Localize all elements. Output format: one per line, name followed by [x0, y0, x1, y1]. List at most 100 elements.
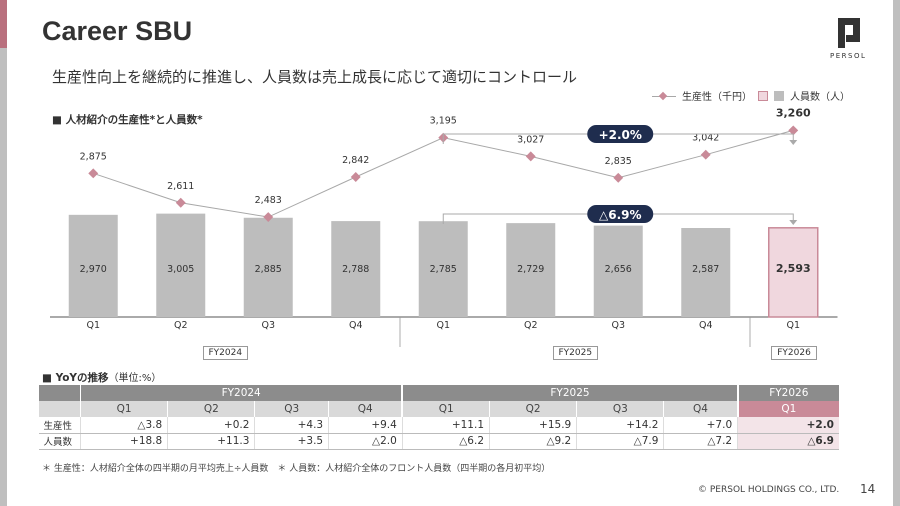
- yoy-cell: +11.3: [167, 433, 255, 450]
- yoy-table: FY2024 FY2025 FY2026 Q1 Q2 Q3 Q4 Q1 Q2 Q3 Q4 Q1 生産…: [38, 385, 839, 450]
- fiscal-year-label: FY2024: [202, 346, 249, 360]
- productivity-marker: [350, 172, 361, 182]
- yoy-cell: +4.3: [254, 417, 329, 434]
- annotation-label: △6.9%: [599, 208, 642, 222]
- yoy-quarter-header: Q1: [401, 401, 490, 417]
- headcount-data-label: 2,587: [692, 264, 719, 275]
- yoy-corner-cell-2: [38, 401, 81, 417]
- yoy-cell: △6.9: [737, 433, 839, 450]
- productivity-marker: [788, 125, 799, 136]
- headcount-data-label: 2,656: [605, 264, 632, 275]
- headcount-bar: [331, 221, 381, 317]
- yoy-unit: （単位:%）: [108, 373, 162, 384]
- yoy-cell: +0.2: [167, 417, 255, 434]
- headcount-bar: [243, 217, 293, 317]
- annotation-arrow-icon: [789, 140, 798, 145]
- productivity-marker: [175, 197, 186, 208]
- productivity-data-label: 2,875: [80, 151, 107, 162]
- yoy-title: ■ YoYの推移: [42, 372, 109, 384]
- productivity-marker: [700, 149, 711, 160]
- annotation-pill: [587, 205, 654, 223]
- yoy-quarter-header: Q2: [167, 401, 255, 417]
- legend-line-marker-icon: [652, 91, 676, 101]
- legend-highlight-swatch: [758, 90, 768, 101]
- yoy-corner-cell: [38, 385, 81, 401]
- productivity-data-label: 3,260: [776, 106, 811, 119]
- yoy-row-label: 生産性: [38, 417, 81, 434]
- yoy-quarter-header-row: Q1 Q2 Q3 Q4 Q1 Q2 Q3 Q4 Q1: [38, 401, 839, 417]
- productivity-data-label: 2,611: [167, 181, 194, 192]
- yoy-quarter-header: Q2: [489, 401, 577, 417]
- headcount-data-label: 2,788: [342, 264, 369, 275]
- legend-productivity-label: 生産性（千円）: [682, 92, 752, 103]
- productivity-data-label: 3,195: [430, 116, 457, 127]
- yoy-fy-header: FY2025: [401, 385, 738, 401]
- yoy-cell: +7.0: [663, 417, 738, 434]
- copyright: © PERSOL HOLDINGS CO., LTD.: [698, 485, 840, 495]
- legend-bar-swatch: [774, 90, 784, 101]
- x-tick-label: Q3: [261, 320, 275, 331]
- productivity-data-label: 2,842: [342, 155, 369, 166]
- yoy-row: 生産性 △3.8 +0.2 +4.3 +9.4 +11.1 +15.9 +14.2 +7.0 +2…: [38, 417, 839, 434]
- headcount-data-label: 2,729: [517, 264, 544, 275]
- productivity-marker: [525, 151, 536, 162]
- yoy-section-label: ■ YoYの推移（単位:%）: [42, 369, 161, 385]
- yoy-cell: +18.8: [79, 433, 168, 450]
- headcount-bar: [418, 221, 468, 317]
- fiscal-year-label: FY2026: [771, 346, 817, 360]
- productivity-data-label: 3,042: [692, 133, 719, 144]
- yoy-quarter-header: Q4: [663, 401, 738, 417]
- yoy-quarter-header: Q3: [576, 401, 664, 417]
- yoy-row: 人員数 +18.8 +11.3 +3.5 △2.0 △6.2 △9.2 △7.9 △7.2 △6.…: [38, 433, 839, 450]
- headcount-bar: [156, 213, 206, 317]
- productivity-data-label: 2,835: [605, 156, 632, 167]
- yoy-cell: △9.2: [489, 433, 577, 450]
- accent-bar: [0, 0, 7, 48]
- yoy-cell: +11.1: [401, 417, 490, 434]
- headcount-bar: [68, 214, 118, 317]
- right-decor-bar: [893, 0, 900, 506]
- page-title: Career SBU: [42, 16, 193, 46]
- x-tick-label: Q2: [174, 320, 188, 331]
- yoy-row-label: 人員数: [38, 433, 81, 450]
- footnote: ＊ 生産性：人材紹介全体の四半期の月平均売上÷人員数 ＊ 人員数：人材紹介全体の…: [42, 464, 551, 474]
- x-tick-label: Q1: [436, 320, 450, 331]
- annotation-label: +2.0%: [599, 128, 642, 142]
- legend-headcount-label: 人員数（人）: [790, 92, 850, 103]
- productivity-data-label: 2,483: [255, 195, 282, 206]
- yoy-fy-header: FY2026: [736, 385, 839, 401]
- yoy-fy-header: FY2024: [80, 385, 403, 401]
- headcount-bar: [681, 228, 731, 317]
- chart-section-label: ■ 人材紹介の生産性*と人員数*: [52, 114, 203, 126]
- x-tick-label: Q4: [699, 320, 713, 331]
- chart-legend: 生産性（千円） 人員数（人）: [652, 88, 850, 103]
- x-tick-label: Q3: [611, 320, 625, 331]
- productivity-marker: [88, 168, 99, 179]
- headcount-data-label: 3,005: [167, 264, 194, 275]
- logo-text: PERSOL: [830, 52, 867, 60]
- yoy-quarter-header: Q3: [254, 401, 329, 417]
- headcount-data-label: 2,885: [255, 264, 282, 275]
- headcount-bar: [506, 223, 556, 317]
- yoy-cell: +15.9: [489, 417, 577, 434]
- page-subtitle: 生産性向上を継続的に推進し、人員数は売上成長に応じて適切にコントロール: [52, 68, 578, 86]
- yoy-cell: +9.4: [328, 417, 403, 434]
- yoy-cell: △2.0: [328, 433, 403, 450]
- yoy-quarter-header: Q1: [79, 401, 168, 417]
- yoy-cell: +14.2: [576, 417, 664, 434]
- headcount-bar: [768, 227, 819, 318]
- x-tick-label: Q2: [524, 320, 538, 331]
- yoy-quarter-header: Q4: [328, 401, 403, 417]
- fiscal-year-label: FY2025: [552, 346, 599, 360]
- headcount-data-label: 2,593: [776, 262, 811, 275]
- yoy-cell: +3.5: [254, 433, 329, 450]
- yoy-cell: +2.0: [737, 417, 839, 434]
- annotation-pill: [587, 125, 654, 143]
- headcount-bar: [593, 225, 643, 317]
- yoy-fy-header-row: FY2024 FY2025 FY2026: [38, 385, 839, 401]
- x-tick-label: Q1: [86, 320, 100, 331]
- x-tick-label: Q4: [349, 320, 363, 331]
- headcount-data-label: 2,785: [430, 264, 457, 275]
- yoy-cell: △3.8: [79, 417, 168, 434]
